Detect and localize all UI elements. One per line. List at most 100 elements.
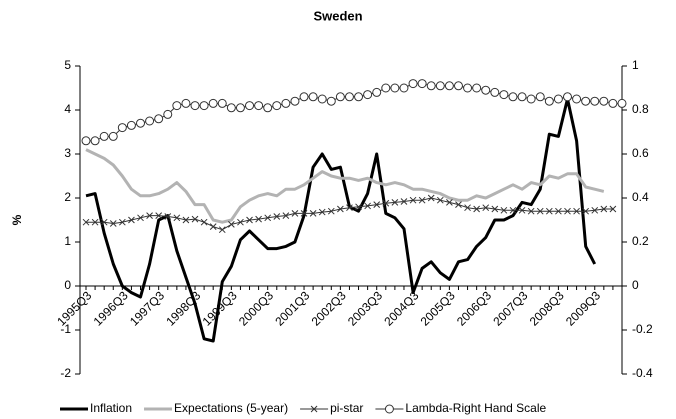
marker — [591, 206, 599, 214]
x-tick-label: 2007Q3 — [490, 288, 530, 328]
marker — [435, 81, 445, 91]
marker — [118, 218, 126, 226]
marker — [573, 207, 580, 215]
marker — [273, 213, 281, 220]
y2-tick-label: 0.6 — [632, 146, 649, 160]
x-tick-label: 2008Q3 — [527, 288, 567, 328]
marker — [391, 199, 399, 206]
marker — [99, 131, 109, 141]
series-line — [85, 97, 597, 343]
marker — [264, 214, 272, 222]
y-tick-label: 5 — [64, 58, 71, 72]
legend-label: pi-star — [330, 401, 363, 415]
marker — [308, 92, 318, 102]
x-tick-label: 2004Q3 — [381, 288, 421, 328]
marker — [555, 207, 562, 215]
marker — [399, 83, 409, 93]
x-tick-label: 2003Q3 — [345, 288, 385, 328]
marker — [282, 212, 290, 219]
marker — [154, 114, 164, 124]
marker — [327, 207, 335, 215]
marker — [246, 216, 253, 224]
y-tick-label: -2 — [60, 366, 71, 380]
marker — [100, 218, 108, 226]
x-tick-label: 2000Q3 — [236, 288, 276, 328]
marker — [482, 204, 490, 212]
marker — [608, 98, 618, 108]
marker — [390, 83, 400, 93]
marker — [263, 103, 273, 113]
marker — [562, 92, 572, 102]
marker — [609, 205, 617, 213]
marker — [553, 94, 563, 104]
legend-label: Inflation — [90, 401, 132, 415]
marker — [472, 83, 482, 93]
marker — [344, 92, 354, 102]
marker — [128, 216, 135, 224]
marker — [255, 215, 262, 223]
marker — [526, 94, 536, 104]
marker — [582, 207, 590, 215]
marker — [300, 210, 308, 217]
y2-tick-label: 0.8 — [632, 102, 649, 116]
marker — [508, 92, 518, 102]
marker — [372, 87, 382, 97]
y2-tick-label: 0 — [632, 278, 639, 292]
marker — [146, 212, 153, 219]
marker — [228, 221, 235, 228]
marker — [91, 218, 99, 226]
marker — [354, 92, 364, 102]
y-tick-label: 2 — [64, 190, 71, 204]
y2-tick-label: -0.4 — [632, 366, 653, 380]
legend-label: Expectations (5-year) — [174, 401, 288, 415]
legend-marker — [384, 404, 394, 414]
legend-label: Lambda-Right Hand Scale — [405, 401, 546, 415]
marker — [108, 131, 118, 141]
marker — [190, 101, 200, 111]
legend-marker — [310, 405, 318, 413]
marker — [364, 202, 371, 210]
marker — [337, 205, 344, 213]
marker — [172, 101, 182, 111]
marker — [226, 103, 236, 113]
y-tick-label: 1 — [64, 234, 71, 248]
marker — [126, 120, 136, 130]
marker — [418, 196, 426, 204]
marker — [463, 83, 473, 93]
marker — [408, 79, 418, 89]
marker — [355, 203, 362, 211]
marker — [617, 98, 627, 108]
marker — [535, 92, 545, 102]
marker — [181, 98, 191, 108]
marker — [417, 79, 427, 89]
marker — [191, 215, 199, 223]
marker — [290, 96, 300, 106]
marker — [254, 101, 264, 111]
marker — [209, 223, 217, 230]
y2-tick-label: -0.2 — [632, 322, 653, 336]
y-tick-label: -1 — [60, 322, 71, 336]
marker — [600, 205, 608, 213]
marker — [346, 204, 353, 212]
marker — [499, 90, 509, 100]
y-axis-label: % — [10, 214, 24, 225]
marker — [309, 210, 317, 217]
y-tick-label: 4 — [64, 102, 71, 116]
marker — [218, 226, 226, 234]
marker — [164, 213, 172, 220]
marker — [382, 199, 390, 207]
marker — [509, 206, 517, 214]
marker — [335, 92, 345, 102]
marker — [490, 87, 500, 97]
marker — [564, 207, 571, 215]
y2-tick-label: 1 — [632, 58, 639, 72]
marker — [373, 201, 381, 208]
marker — [500, 206, 508, 214]
marker — [426, 81, 436, 91]
marker — [409, 196, 417, 204]
chart-title: Sweden — [313, 8, 362, 23]
marker — [427, 194, 435, 202]
x-tick-label: 1995Q3 — [54, 288, 94, 328]
marker — [217, 98, 227, 108]
marker — [381, 83, 391, 93]
